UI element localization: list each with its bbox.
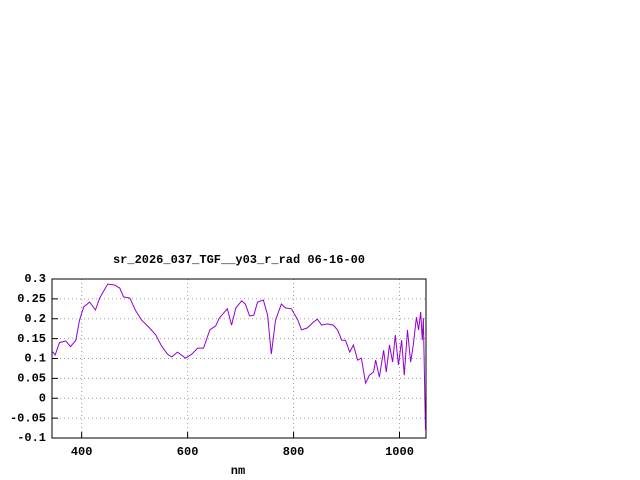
y-tick-label: 0.1 xyxy=(24,352,46,366)
x-axis-label: nm xyxy=(231,464,245,478)
plot-border xyxy=(51,278,427,439)
y-tick-label: 0.05 xyxy=(17,372,46,386)
data-line xyxy=(51,283,426,431)
y-tick-label: 0.3 xyxy=(24,272,46,286)
x-tick-label: 400 xyxy=(71,445,93,459)
x-tick-label: 800 xyxy=(283,445,305,459)
y-tick-label: 0.25 xyxy=(17,292,46,306)
x-tick-label: 600 xyxy=(177,445,199,459)
y-tick-label: 0 xyxy=(39,391,46,405)
chart-title: sr_2026_037_TGF__y03_r_rad 06-16-00 xyxy=(113,253,365,267)
y-tick-label: -0.1 xyxy=(17,431,46,445)
x-tick-label: 1000 xyxy=(385,445,414,459)
y-tick-label: 0.2 xyxy=(24,312,46,326)
y-tick-label: -0.05 xyxy=(10,411,46,425)
y-tick-label: 0.15 xyxy=(17,332,46,346)
